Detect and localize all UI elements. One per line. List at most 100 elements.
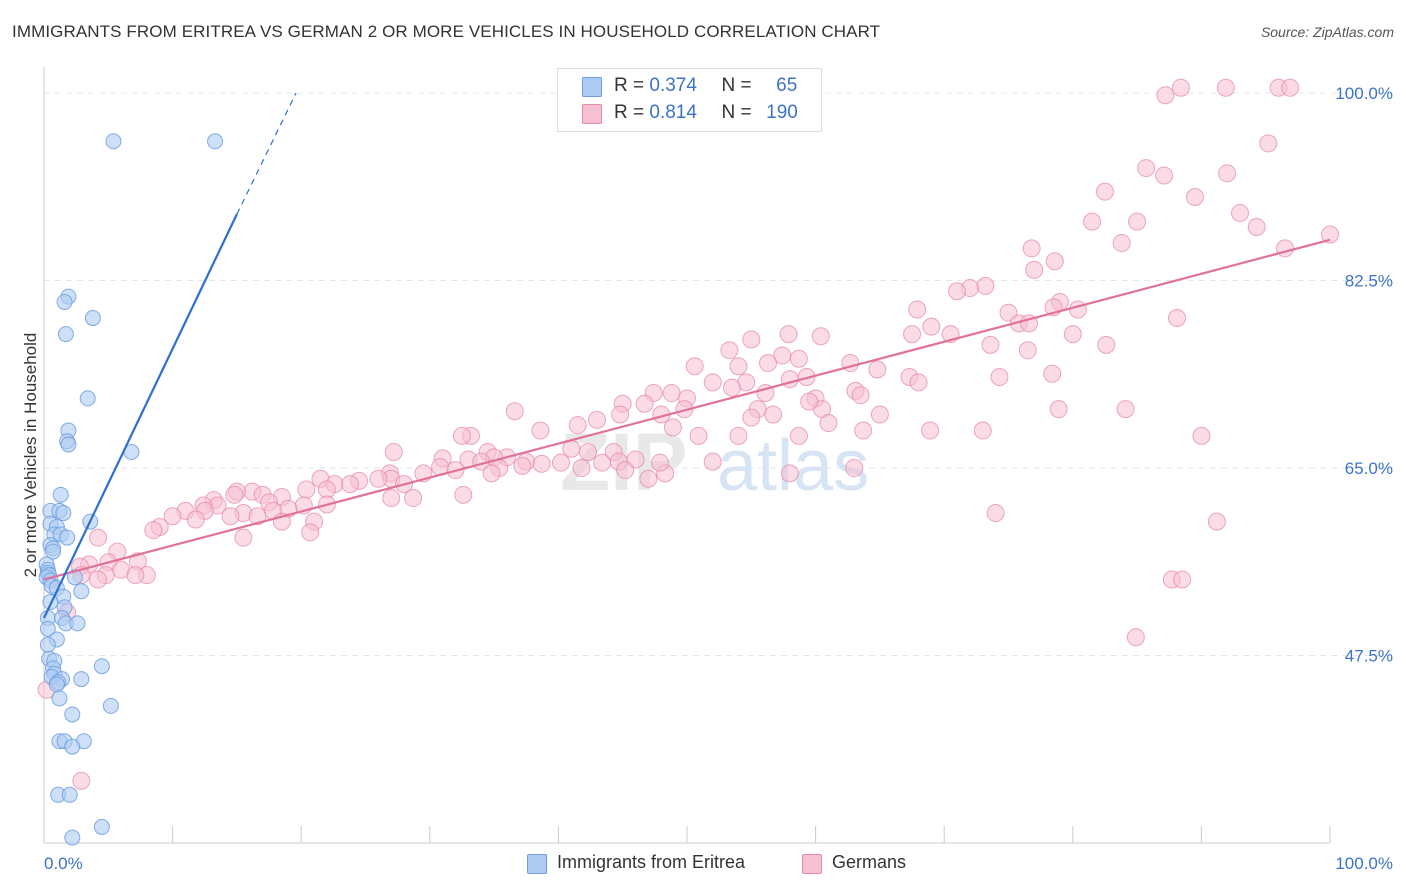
data-point-germans <box>729 357 748 376</box>
legend-swatch-germans <box>582 104 602 124</box>
data-point-germans <box>221 507 240 526</box>
legend-r-value: 0.374 <box>649 75 697 96</box>
data-point-germans <box>1128 212 1147 231</box>
y-axis-label: 2 or more Vehicles in Household <box>21 333 40 578</box>
data-point-germans <box>551 453 570 472</box>
data-point-eritrea <box>69 615 86 632</box>
data-point-germans <box>1230 204 1249 223</box>
legend-swatch-eritrea <box>582 77 602 97</box>
data-point-germans <box>990 367 1009 386</box>
data-point-germans <box>587 410 606 429</box>
data-point-germans <box>1025 260 1044 279</box>
data-point-germans <box>384 442 403 461</box>
data-point-eritrea <box>57 326 74 343</box>
data-point-germans <box>616 461 635 480</box>
data-point-germans <box>1156 86 1175 105</box>
data-point-germans <box>1259 134 1278 153</box>
data-point-germans <box>685 357 704 376</box>
data-point-germans <box>382 489 401 508</box>
data-point-germans <box>1167 309 1186 328</box>
data-point-germans <box>908 300 927 319</box>
data-point-eritrea <box>93 818 110 835</box>
data-point-germans <box>854 421 873 440</box>
data-point-germans <box>144 521 163 540</box>
data-point-germans <box>1068 300 1087 319</box>
data-point-eritrea <box>61 786 78 803</box>
data-point-germans <box>870 405 889 424</box>
data-point-germans <box>186 510 205 529</box>
data-point-germans <box>317 480 336 499</box>
data-point-eritrea <box>39 636 56 653</box>
data-point-germans <box>789 426 808 445</box>
data-point-germans <box>662 384 681 403</box>
data-point-germans <box>1216 78 1235 97</box>
data-point-germans <box>1155 166 1174 185</box>
data-point-germans <box>1095 182 1114 201</box>
data-point-germans <box>1207 512 1226 531</box>
data-point-eritrea <box>52 486 69 503</box>
data-point-eritrea <box>73 583 90 600</box>
data-point-germans <box>981 335 1000 354</box>
data-point-germans <box>1185 187 1204 206</box>
data-point-germans <box>903 325 922 344</box>
data-point-germans <box>819 414 838 433</box>
data-point-germans <box>1043 364 1062 383</box>
legend-r-label: R = <box>614 75 645 96</box>
data-point-germans <box>1018 341 1037 360</box>
data-point-germans <box>845 459 864 478</box>
data-point-eritrea <box>102 697 119 714</box>
data-point-eritrea <box>79 390 96 407</box>
data-point-germans <box>1097 335 1116 354</box>
data-point-germans <box>663 418 682 437</box>
data-point-germans <box>789 349 808 368</box>
x-tick-label: 0.0% <box>44 854 83 873</box>
trend-line-germans <box>43 238 1331 581</box>
data-point-germans <box>1321 225 1339 244</box>
data-point-germans <box>404 489 423 508</box>
data-point-germans <box>921 421 940 440</box>
bottom-legend-swatch-germans <box>802 854 822 874</box>
data-point-germans <box>225 485 244 504</box>
data-point-germans <box>1112 234 1131 253</box>
y-tick-label: 100.0% <box>1335 84 1393 103</box>
trend-line-eritrea <box>43 213 238 619</box>
data-point-germans <box>248 507 267 526</box>
data-point-germans <box>1137 159 1156 178</box>
data-point-eritrea <box>64 738 81 755</box>
data-point-germans <box>126 566 145 585</box>
eritrea-points <box>38 133 224 846</box>
data-point-eritrea <box>48 676 65 693</box>
data-point-germans <box>1173 570 1192 589</box>
data-point-eritrea <box>51 690 68 707</box>
data-point-germans <box>482 464 501 483</box>
data-point-germans <box>811 327 830 346</box>
axes <box>43 67 1331 844</box>
trend-lines <box>43 92 1331 619</box>
source-label: Source: ZipAtlas.com <box>1260 24 1394 40</box>
data-point-eritrea <box>45 543 62 560</box>
data-point-germans <box>759 354 778 373</box>
data-point-germans <box>163 507 182 526</box>
data-point-germans <box>973 421 992 440</box>
data-point-eritrea <box>42 593 59 610</box>
data-point-germans <box>297 480 316 499</box>
data-point-germans <box>341 475 360 494</box>
data-point-eritrea <box>55 505 72 522</box>
data-point-germans <box>234 528 253 547</box>
data-point-germans <box>369 469 388 488</box>
data-point-eritrea <box>73 671 90 688</box>
data-point-eritrea <box>66 569 83 586</box>
y-tick-label: 82.5% <box>1345 272 1393 291</box>
data-point-germans <box>72 771 91 790</box>
data-point-eritrea <box>56 293 73 310</box>
data-point-germans <box>764 405 783 424</box>
data-point-germans <box>1218 164 1237 183</box>
data-point-germans <box>742 408 761 427</box>
data-point-germans <box>639 469 658 488</box>
chart-title: IMMIGRANTS FROM ERITREA VS GERMAN 2 OR M… <box>12 22 881 41</box>
data-point-germans <box>720 341 739 360</box>
tick-labels: 47.5% 65.0% 82.5% 100.0% 0.0% 100.0% <box>44 84 1393 873</box>
data-point-germans <box>922 317 941 336</box>
data-point-germans <box>593 453 612 472</box>
